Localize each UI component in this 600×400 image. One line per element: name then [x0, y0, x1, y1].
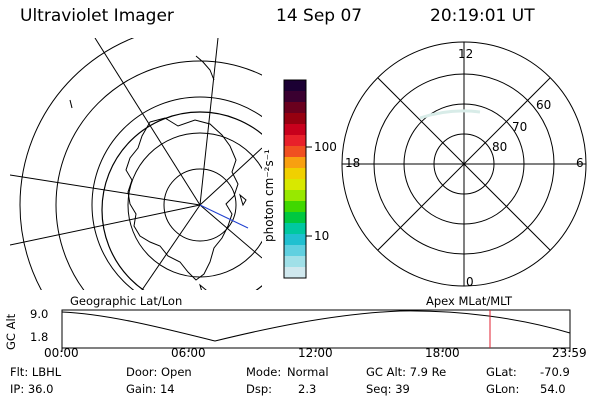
geographic-caption: Geographic Lat/Lon	[70, 294, 183, 308]
coast-fragment	[69, 99, 73, 109]
time-tick-2359: 23:59	[552, 346, 587, 360]
lon-line	[199, 38, 219, 206]
time-tick-0000: 00:00	[44, 346, 79, 360]
colorbar-segment	[284, 256, 306, 268]
altitude-plot-frame	[61, 309, 571, 349]
colorbar-segment	[284, 102, 306, 114]
status-gain: Gain: 14	[126, 382, 175, 396]
status-dsp-label: Dsp:	[246, 382, 273, 396]
mlt-label-18: 18	[345, 156, 361, 170]
altitude-tick-low: 1.8	[30, 330, 49, 344]
colorbar-segment	[284, 135, 306, 147]
status-door: Door: Open	[126, 365, 192, 379]
colorbar-segment	[284, 157, 306, 169]
status-dsp-value: 2.3	[298, 382, 317, 396]
mlt-label-6: 6	[576, 156, 584, 170]
time-tick-0600: 06:00	[171, 346, 206, 360]
mlat-label-80: 80	[492, 140, 508, 154]
colorbar-tick-label-10: 10	[314, 229, 330, 243]
altitude-axis-label: GC Alt	[4, 313, 18, 350]
status-glat-label: GLat:	[486, 365, 517, 379]
lon-line	[94, 38, 201, 206]
lon-line	[199, 147, 262, 206]
instrument-title: Ultraviolet Imager	[20, 6, 174, 26]
colorbar-segment	[284, 80, 306, 92]
altitude-curve	[61, 310, 571, 342]
time-tick-1800: 18:00	[425, 346, 460, 360]
mlat-label-60: 60	[536, 98, 552, 112]
colorbar-segment	[284, 245, 306, 257]
mlat-label-70: 70	[512, 120, 528, 134]
altitude-tick-high: 9.0	[30, 307, 49, 321]
terminator-line	[199, 204, 249, 229]
lat-circle	[91, 96, 262, 290]
imager-fov-boundary	[101, 111, 262, 290]
status-glat-value: -70.9	[540, 365, 570, 379]
status-ip: IP: 36.0	[10, 382, 54, 396]
status-gc-alt: GC Alt: 7.9 Re	[366, 365, 447, 379]
status-seq: Seq: 39	[366, 382, 410, 396]
colorbar-frame	[283, 79, 307, 279]
apex-polar-plot	[341, 41, 587, 287]
status-filter: Flt: LBHL	[10, 365, 62, 379]
coast-fragment	[195, 55, 215, 81]
time-label: 20:19:01 UT	[430, 6, 535, 26]
colorbar-segment	[284, 190, 306, 202]
time-tick-1200: 12:00	[298, 346, 333, 360]
antarctica-coastline	[125, 117, 239, 281]
colorbar-segment	[284, 223, 306, 235]
colorbar-segment	[284, 124, 306, 136]
lon-line	[141, 204, 201, 290]
colorbar-segment	[284, 234, 306, 246]
island	[239, 193, 247, 207]
geographic-map	[10, 38, 262, 290]
mlt-label-0: 0	[466, 275, 474, 289]
status-glon-value: 54.0	[540, 382, 566, 396]
apex-caption: Apex MLat/MLT	[426, 294, 513, 308]
colorbar-segment	[284, 267, 306, 279]
colorbar-segment	[284, 146, 306, 158]
colorbar-segment	[284, 212, 306, 224]
aurora-emission	[419, 109, 481, 120]
colorbar-segment	[284, 113, 306, 125]
lon-line	[199, 204, 262, 259]
lon-line	[10, 174, 201, 206]
status-glon-label: GLon:	[486, 382, 520, 396]
colorbar-tick-label-100: 100	[314, 140, 337, 154]
mlt-label-12: 12	[458, 47, 474, 61]
colorbar-segment	[284, 201, 306, 213]
lat-circle	[55, 60, 262, 290]
colorbar-segment	[284, 168, 306, 180]
colorbar-segment	[284, 91, 306, 103]
mlt-line-diag	[377, 77, 551, 251]
island	[199, 283, 207, 290]
colorbar	[283, 79, 312, 279]
status-mode-label: Mode:	[246, 365, 282, 379]
colorbar-unit-label: photon cm⁻²s⁻¹	[262, 149, 276, 242]
lat-circle	[163, 168, 237, 242]
lon-line	[10, 204, 201, 246]
lat-circle	[19, 38, 135, 290]
colorbar-segment	[284, 179, 306, 191]
status-mode-value: Normal	[287, 365, 329, 379]
date-label: 14 Sep 07	[276, 6, 363, 26]
altitude-plot	[61, 309, 571, 352]
